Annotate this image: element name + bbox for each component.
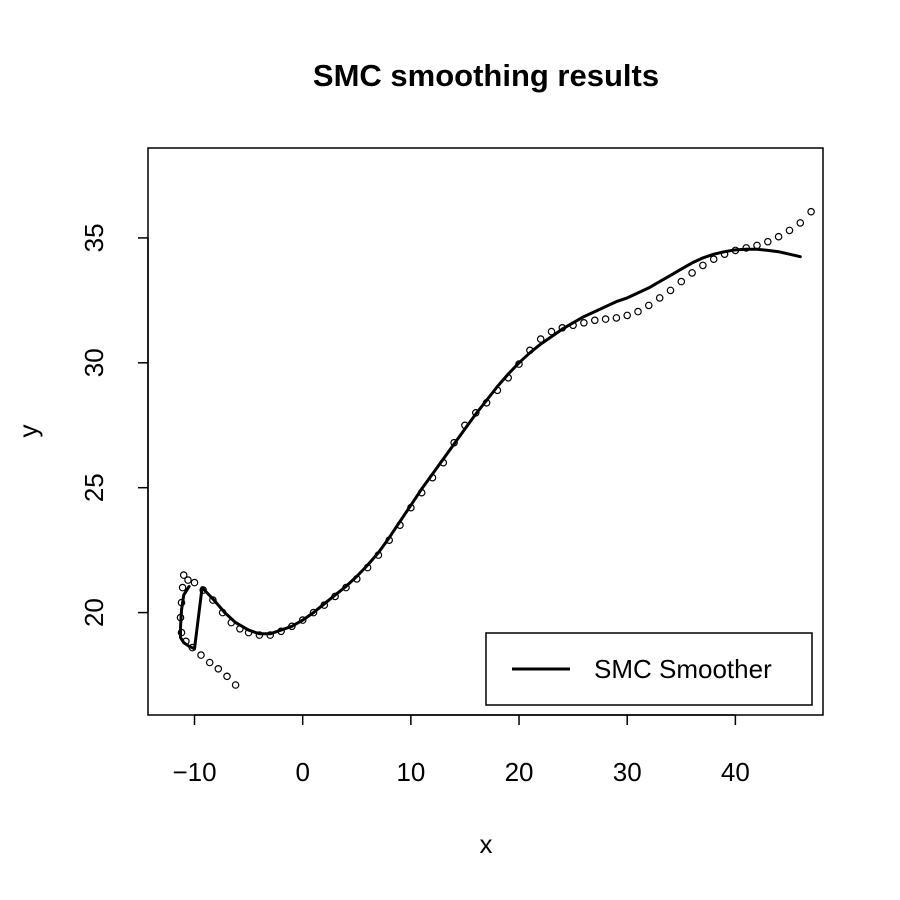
y-tick-label: 20 — [79, 598, 109, 627]
y-tick-label: 30 — [79, 348, 109, 377]
y-axis-label: y — [13, 425, 43, 438]
data-point — [590, 316, 599, 325]
data-point — [197, 651, 205, 659]
data-point — [179, 571, 188, 579]
data-point — [309, 608, 318, 617]
legend: SMC Smoother — [485, 632, 813, 706]
data-point — [623, 311, 632, 320]
data-point — [796, 219, 805, 227]
y-tick-label: 25 — [79, 473, 109, 502]
x-tick-label: 20 — [505, 757, 534, 787]
plot-area — [176, 207, 815, 689]
y-tick-label: 35 — [79, 223, 109, 252]
data-point — [634, 307, 642, 316]
data-point — [644, 301, 653, 310]
y-axis: 20 25 30 35 — [79, 223, 149, 627]
x-axis: −10 0 10 20 30 40 — [172, 714, 750, 787]
data-point — [231, 681, 240, 689]
data-point — [184, 576, 192, 584]
data-point — [190, 578, 199, 587]
x-axis-label: x — [480, 829, 493, 859]
data-point — [785, 226, 794, 235]
data-point — [601, 315, 610, 323]
data-point — [580, 318, 588, 327]
data-point — [688, 269, 696, 277]
data-point — [677, 277, 686, 286]
data-point — [774, 232, 783, 241]
data-point — [214, 664, 223, 673]
data-point — [709, 255, 718, 264]
data-point — [178, 583, 187, 592]
data-point — [655, 294, 664, 302]
series-line-smc-smoother — [179, 247, 802, 651]
data-point — [753, 241, 761, 250]
data-point — [807, 207, 815, 216]
data-point — [612, 314, 621, 322]
x-tick-label: 10 — [396, 757, 425, 787]
data-point — [666, 286, 675, 295]
x-tick-label: 30 — [613, 757, 642, 787]
x-tick-label: −10 — [172, 757, 216, 787]
data-point — [205, 658, 214, 667]
data-point — [298, 616, 307, 624]
chart-title: SMC smoothing results — [313, 58, 659, 93]
legend-label-smc-smoother: SMC Smoother — [594, 654, 772, 684]
data-point — [763, 237, 772, 246]
x-tick-label: 0 — [295, 757, 309, 787]
x-tick-label: 40 — [721, 757, 750, 787]
data-point — [699, 261, 707, 270]
data-point — [223, 672, 231, 681]
